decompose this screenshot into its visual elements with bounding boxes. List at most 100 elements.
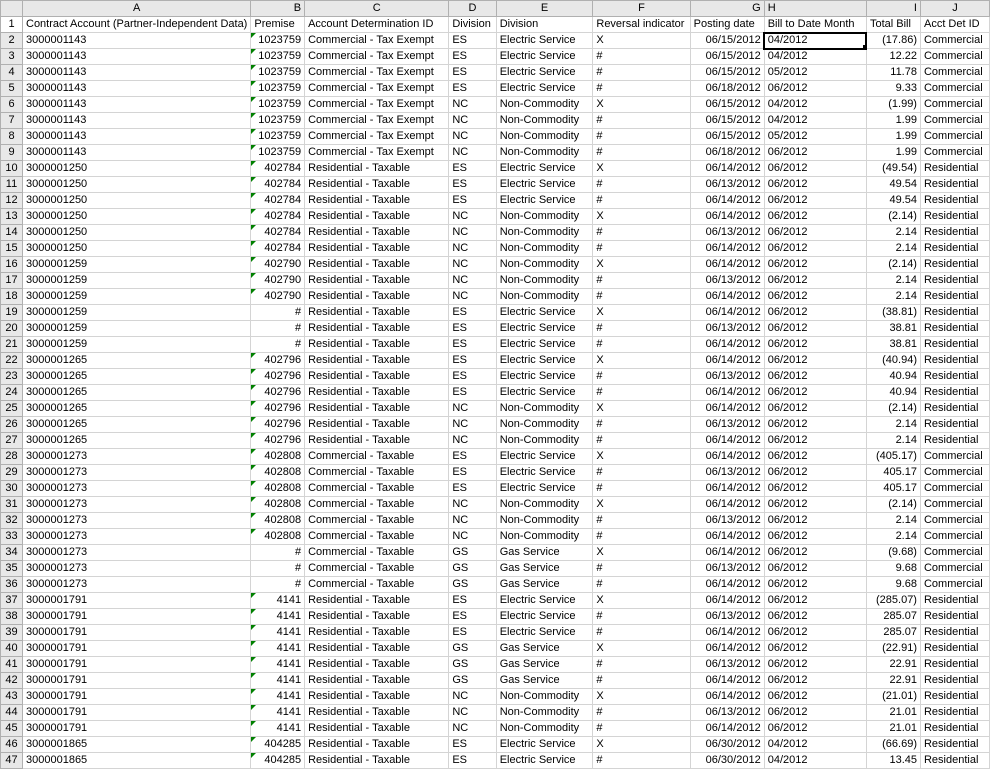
cell-H40[interactable]: 06/2012 bbox=[764, 641, 866, 657]
cell-A33[interactable]: 3000001273 bbox=[23, 529, 251, 545]
cell-H29[interactable]: 06/2012 bbox=[764, 465, 866, 481]
cell-J35[interactable]: Commercial bbox=[920, 561, 989, 577]
spreadsheet-grid[interactable]: ABCDEFGHIJ1Contract Account (Partner-Ind… bbox=[0, 0, 990, 769]
cell-D4[interactable]: ES bbox=[449, 65, 496, 81]
cell-H5[interactable]: 06/2012 bbox=[764, 81, 866, 97]
cell-G8[interactable]: 06/15/2012 bbox=[690, 129, 764, 145]
cell-F47[interactable]: # bbox=[593, 753, 690, 769]
cell-E19[interactable]: Electric Service bbox=[496, 305, 593, 321]
cell-D47[interactable]: ES bbox=[449, 753, 496, 769]
row-header-37[interactable]: 37 bbox=[1, 593, 23, 609]
cell-F15[interactable]: # bbox=[593, 241, 690, 257]
cell-H23[interactable]: 06/2012 bbox=[764, 369, 866, 385]
cell-F12[interactable]: # bbox=[593, 193, 690, 209]
cell-H9[interactable]: 06/2012 bbox=[764, 145, 866, 161]
cell-E24[interactable]: Electric Service bbox=[496, 385, 593, 401]
cell-I22[interactable]: (40.94) bbox=[866, 353, 920, 369]
cell-E25[interactable]: Non-Commodity bbox=[496, 401, 593, 417]
row-header-3[interactable]: 3 bbox=[1, 49, 23, 65]
cell-C24[interactable]: Residential - Taxable bbox=[305, 385, 449, 401]
cell-D30[interactable]: ES bbox=[449, 481, 496, 497]
header-cell-C[interactable]: Account Determination ID bbox=[305, 17, 449, 33]
cell-H24[interactable]: 06/2012 bbox=[764, 385, 866, 401]
cell-E18[interactable]: Non-Commodity bbox=[496, 289, 593, 305]
cell-I18[interactable]: 2.14 bbox=[866, 289, 920, 305]
cell-E8[interactable]: Non-Commodity bbox=[496, 129, 593, 145]
cell-E20[interactable]: Electric Service bbox=[496, 321, 593, 337]
cell-B16[interactable]: 402790 bbox=[251, 257, 305, 273]
cell-G22[interactable]: 06/14/2012 bbox=[690, 353, 764, 369]
cell-G31[interactable]: 06/14/2012 bbox=[690, 497, 764, 513]
cell-C36[interactable]: Commercial - Taxable bbox=[305, 577, 449, 593]
cell-H2[interactable]: 04/2012 bbox=[764, 33, 866, 49]
column-header-C[interactable]: C bbox=[305, 1, 449, 17]
cell-I25[interactable]: (2.14) bbox=[866, 401, 920, 417]
cell-J3[interactable]: Commercial bbox=[920, 49, 989, 65]
column-header-B[interactable]: B bbox=[251, 1, 305, 17]
row-header-38[interactable]: 38 bbox=[1, 609, 23, 625]
cell-I13[interactable]: (2.14) bbox=[866, 209, 920, 225]
cell-H15[interactable]: 06/2012 bbox=[764, 241, 866, 257]
cell-I32[interactable]: 2.14 bbox=[866, 513, 920, 529]
cell-A15[interactable]: 3000001250 bbox=[23, 241, 251, 257]
cell-F7[interactable]: # bbox=[593, 113, 690, 129]
cell-J9[interactable]: Commercial bbox=[920, 145, 989, 161]
cell-A8[interactable]: 3000001143 bbox=[23, 129, 251, 145]
cell-C9[interactable]: Commercial - Tax Exempt bbox=[305, 145, 449, 161]
cell-J38[interactable]: Residential bbox=[920, 609, 989, 625]
cell-G34[interactable]: 06/14/2012 bbox=[690, 545, 764, 561]
cell-A9[interactable]: 3000001143 bbox=[23, 145, 251, 161]
cell-E43[interactable]: Non-Commodity bbox=[496, 689, 593, 705]
row-header-31[interactable]: 31 bbox=[1, 497, 23, 513]
cell-E7[interactable]: Non-Commodity bbox=[496, 113, 593, 129]
cell-H39[interactable]: 06/2012 bbox=[764, 625, 866, 641]
cell-D42[interactable]: GS bbox=[449, 673, 496, 689]
cell-F2[interactable]: X bbox=[593, 33, 690, 49]
cell-J29[interactable]: Commercial bbox=[920, 465, 989, 481]
cell-J14[interactable]: Residential bbox=[920, 225, 989, 241]
cell-E35[interactable]: Gas Service bbox=[496, 561, 593, 577]
cell-B27[interactable]: 402796 bbox=[251, 433, 305, 449]
row-header-45[interactable]: 45 bbox=[1, 721, 23, 737]
cell-E21[interactable]: Electric Service bbox=[496, 337, 593, 353]
cell-D7[interactable]: NC bbox=[449, 113, 496, 129]
cell-B38[interactable]: 4141 bbox=[251, 609, 305, 625]
row-header-30[interactable]: 30 bbox=[1, 481, 23, 497]
cell-A20[interactable]: 3000001259 bbox=[23, 321, 251, 337]
cell-D14[interactable]: NC bbox=[449, 225, 496, 241]
row-header-36[interactable]: 36 bbox=[1, 577, 23, 593]
cell-B39[interactable]: 4141 bbox=[251, 625, 305, 641]
cell-J36[interactable]: Commercial bbox=[920, 577, 989, 593]
cell-J8[interactable]: Commercial bbox=[920, 129, 989, 145]
cell-J15[interactable]: Residential bbox=[920, 241, 989, 257]
cell-H10[interactable]: 06/2012 bbox=[764, 161, 866, 177]
cell-H17[interactable]: 06/2012 bbox=[764, 273, 866, 289]
column-header-I[interactable]: I bbox=[866, 1, 920, 17]
cell-D16[interactable]: NC bbox=[449, 257, 496, 273]
cell-J21[interactable]: Residential bbox=[920, 337, 989, 353]
cell-G42[interactable]: 06/14/2012 bbox=[690, 673, 764, 689]
cell-A23[interactable]: 3000001265 bbox=[23, 369, 251, 385]
cell-J40[interactable]: Residential bbox=[920, 641, 989, 657]
cell-C4[interactable]: Commercial - Tax Exempt bbox=[305, 65, 449, 81]
cell-D11[interactable]: ES bbox=[449, 177, 496, 193]
cell-B24[interactable]: 402796 bbox=[251, 385, 305, 401]
cell-C42[interactable]: Residential - Taxable bbox=[305, 673, 449, 689]
cell-B7[interactable]: 1023759 bbox=[251, 113, 305, 129]
cell-A7[interactable]: 3000001143 bbox=[23, 113, 251, 129]
row-header-23[interactable]: 23 bbox=[1, 369, 23, 385]
cell-A19[interactable]: 3000001259 bbox=[23, 305, 251, 321]
cell-F40[interactable]: X bbox=[593, 641, 690, 657]
row-header-21[interactable]: 21 bbox=[1, 337, 23, 353]
cell-D37[interactable]: ES bbox=[449, 593, 496, 609]
cell-A4[interactable]: 3000001143 bbox=[23, 65, 251, 81]
cell-C41[interactable]: Residential - Taxable bbox=[305, 657, 449, 673]
cell-B25[interactable]: 402796 bbox=[251, 401, 305, 417]
cell-A24[interactable]: 3000001265 bbox=[23, 385, 251, 401]
cell-G29[interactable]: 06/13/2012 bbox=[690, 465, 764, 481]
cell-I30[interactable]: 405.17 bbox=[866, 481, 920, 497]
cell-H20[interactable]: 06/2012 bbox=[764, 321, 866, 337]
header-cell-I[interactable]: Total Bill bbox=[866, 17, 920, 33]
cell-J10[interactable]: Residential bbox=[920, 161, 989, 177]
row-header-7[interactable]: 7 bbox=[1, 113, 23, 129]
